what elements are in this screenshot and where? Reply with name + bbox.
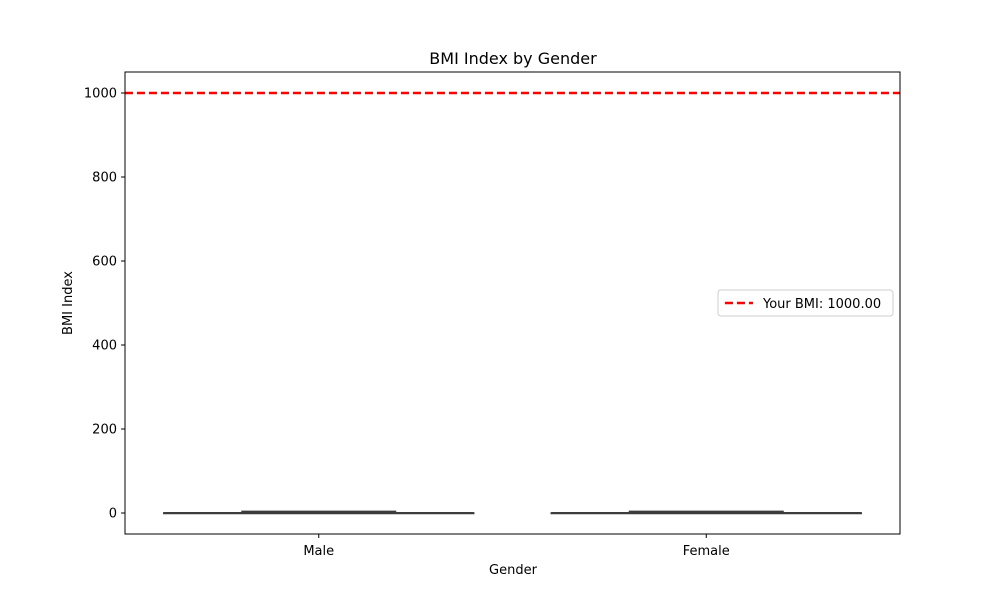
- y-tick-label-400: 400: [92, 339, 117, 354]
- legend-entry-your-bmi: Your BMI: 1000.00: [762, 297, 881, 312]
- x-tick-label-male: Male: [303, 544, 334, 559]
- plot-frame: [124, 71, 901, 535]
- x-tick-label-female: Female: [683, 544, 730, 559]
- plot-area: 0 200 400 600 800 1000 Male Female: [84, 71, 901, 559]
- x-axis-label: Gender: [489, 563, 538, 578]
- y-tick-label-0: 0: [109, 507, 117, 522]
- y-tick-label-600: 600: [92, 255, 117, 270]
- y-axis-label: BMI Index: [61, 271, 76, 335]
- legend: Your BMI: 1000.00: [717, 289, 894, 317]
- box-female: [550, 510, 862, 515]
- box-male: [163, 510, 475, 515]
- y-tick-label-200: 200: [92, 423, 117, 438]
- y-tick-label-800: 800: [92, 171, 117, 186]
- chart-title: BMI Index by Gender: [429, 49, 597, 68]
- y-tick-label-1000: 1000: [84, 87, 117, 102]
- legend-frame: [717, 289, 894, 317]
